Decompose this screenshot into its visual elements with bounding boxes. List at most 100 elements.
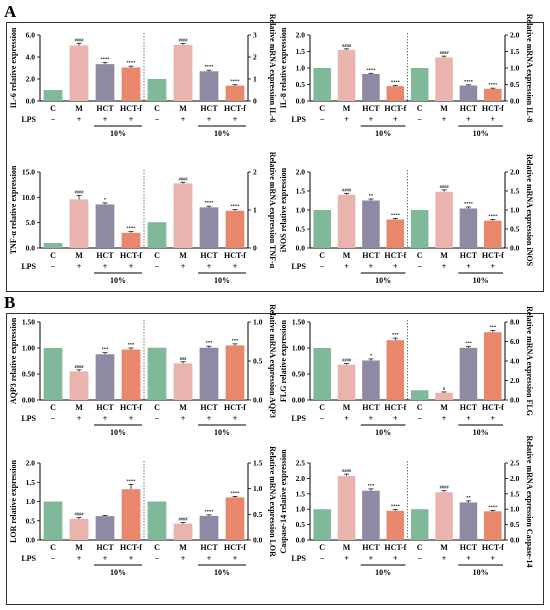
- chart7-left-annotation: ####: [75, 512, 85, 517]
- chart3-left-lps-sign: −: [51, 262, 56, 271]
- chart1-right-tick-label: 2: [253, 53, 257, 62]
- chart5-left-bar-HCT: [95, 354, 115, 400]
- chart6-left-percent-label: 10%: [375, 428, 391, 437]
- chart2-right-tick-label: 1.5: [510, 47, 520, 56]
- chart4-left-tick-label: 1.0: [296, 206, 306, 215]
- chart8-right-category-label: HCT-f: [482, 543, 504, 552]
- chart5-right-bar-HCT-f: [225, 345, 245, 400]
- chart3-right-tick-label: 2: [253, 168, 257, 177]
- chart1-right-tick-label: 0: [253, 97, 257, 106]
- chart4-left-tick-label: 1.5: [296, 187, 306, 196]
- chart8-left-tick-label: 0.5: [296, 520, 306, 529]
- chart5-right-ylabel: Relative mRNA expression AQP3: [268, 304, 277, 418]
- chart1-right-annotation: ****: [231, 79, 241, 84]
- chart7-left-ylabel: LOR relative expression: [9, 460, 18, 543]
- chart6-left-tick-label: 0.00: [292, 396, 305, 405]
- chart6-right-category-label: HCT-f: [482, 403, 504, 412]
- chart7-left-lps-sign: +: [103, 554, 108, 563]
- chart3-right-annotation: ****: [205, 200, 215, 205]
- chart3-left-bar-M: [69, 199, 89, 248]
- chart3-left-lps-sign: +: [77, 262, 82, 271]
- chart3-left-lps-sign: +: [103, 262, 108, 271]
- chart4-right-bar-C: [410, 210, 429, 248]
- chart1-left-category-label: M: [75, 104, 83, 113]
- chart7-right-bar-M: [173, 523, 193, 540]
- chart4-right-tick-label: 1.5: [510, 187, 520, 196]
- chart2-right-category-label: HCT-f: [482, 104, 504, 113]
- chart2-left-lps-sign: −: [320, 115, 325, 124]
- chart4-left-annotation: ****: [391, 212, 401, 217]
- chart2-left-category-label: M: [343, 104, 351, 113]
- chart1-right-bar-C: [147, 79, 167, 101]
- chart1-left-bar-HCT: [95, 64, 115, 101]
- chart5-left-tick-label: 0.50: [22, 370, 35, 379]
- chart8-right-tick-label: 2.5: [510, 459, 520, 468]
- chart7-left-annotation: ****: [127, 479, 137, 484]
- chart5-left-ylabel: AQP3 relative expression: [9, 317, 18, 404]
- chart6-right-tick-label: 6.0: [510, 337, 520, 346]
- chart2-right-lps-sign: +: [466, 115, 471, 124]
- chart4-left-category-label: HCT-f: [384, 251, 406, 260]
- chart6-right-lps-sign: +: [491, 414, 496, 423]
- chart4-left-lps-sign: +: [369, 262, 374, 271]
- chart1-left-tick-label: 6.0: [26, 31, 36, 40]
- chart2-right-lps-sign: +: [442, 115, 447, 124]
- chart7-right-annotation: ####: [179, 517, 189, 522]
- chart2-right-category-label: M: [440, 104, 448, 113]
- chart6-right-percent-label: 10%: [473, 428, 489, 437]
- chart6-right-lps-sign: +: [466, 414, 471, 423]
- chart4-right-bar-HCT: [459, 208, 478, 248]
- chart8-left-annotation: ####: [342, 468, 352, 473]
- chart7-right-category-label: HCT: [200, 543, 218, 552]
- chart4-left-lps-sign: −: [320, 262, 325, 271]
- chart4-right-tick-label: 1.0: [510, 206, 520, 215]
- chart8-right-bar-HCT-f: [484, 511, 502, 540]
- chart8-right-annotation: ****: [488, 504, 498, 509]
- chart6-right-bar-HCT-f: [484, 332, 502, 400]
- chart2-right-lps-sign: +: [491, 115, 496, 124]
- chart8-left-category-label: C: [319, 543, 325, 552]
- chart3-right-bar-HCT: [199, 207, 219, 248]
- chart3-right-annotation: ####: [179, 176, 189, 181]
- chart2-left-lps-sign: +: [344, 115, 349, 124]
- chart3-left-lps-sign: +: [129, 262, 134, 271]
- chart5-left-category-label: M: [75, 403, 83, 412]
- chart5-left-bar-C: [43, 348, 63, 400]
- chart6-right-annotation: ***: [489, 324, 497, 329]
- chart8-right-bar-M: [435, 492, 453, 540]
- chart4-left-lps-sign: +: [393, 262, 398, 271]
- chart5-right-percent-label: 10%: [214, 428, 230, 437]
- chart5-right-tick-label: 1.0: [253, 318, 263, 327]
- chart2-right-annotation: ####: [440, 50, 450, 55]
- chart1-right-annotation: ####: [179, 38, 189, 43]
- chart1-lps-label: LPS: [21, 115, 36, 124]
- chart4-left-percent-label: 10%: [375, 276, 391, 285]
- panel-b-frame: [6, 313, 544, 605]
- chart2-left-lps-sign: +: [393, 115, 398, 124]
- chart8-left-ylabel: Caspase-14 relative expression: [279, 449, 288, 554]
- chart6-left-bar-C: [313, 348, 331, 400]
- chart6-left-lps-sign: +: [344, 414, 349, 423]
- chart3-left-tick-label: 10.0: [22, 193, 35, 202]
- chart1-left-category-label: HCT-f: [120, 104, 142, 113]
- chart5-left-annotation: ***: [128, 342, 136, 347]
- chart3-right-ylabel: Relative mRNA expression TNF-α: [268, 152, 277, 269]
- chart6-right-category-label: C: [417, 403, 423, 412]
- chart2-right-category-label: C: [417, 104, 423, 113]
- chart2-right-tick-label: 0.0: [510, 97, 520, 106]
- chart1-right-annotation: ****: [205, 64, 215, 69]
- chart6-left-lps-sign: +: [393, 414, 398, 423]
- chart7-left-tick-label: 0.0: [26, 536, 36, 545]
- chart8-right-category-label: M: [440, 543, 448, 552]
- chart6-right-tick-label: 0.0: [510, 396, 520, 405]
- chart6-right-tick-label: 4.0: [510, 357, 520, 366]
- chart1-left-tick-label: 0.0: [26, 97, 36, 106]
- chart3-right-lps-sign: +: [233, 262, 238, 271]
- chart4-right-lps-sign: −: [417, 262, 422, 271]
- chart6-left-annotation: *: [370, 353, 373, 358]
- chart2-left-category-label: HCT-f: [384, 104, 406, 113]
- chart1-right-bar-HCT: [199, 71, 219, 101]
- chart8-right-lps-sign: +: [491, 554, 496, 563]
- chart6-left-lps-sign: +: [369, 414, 374, 423]
- chart1-left-annotation: ****: [101, 57, 111, 62]
